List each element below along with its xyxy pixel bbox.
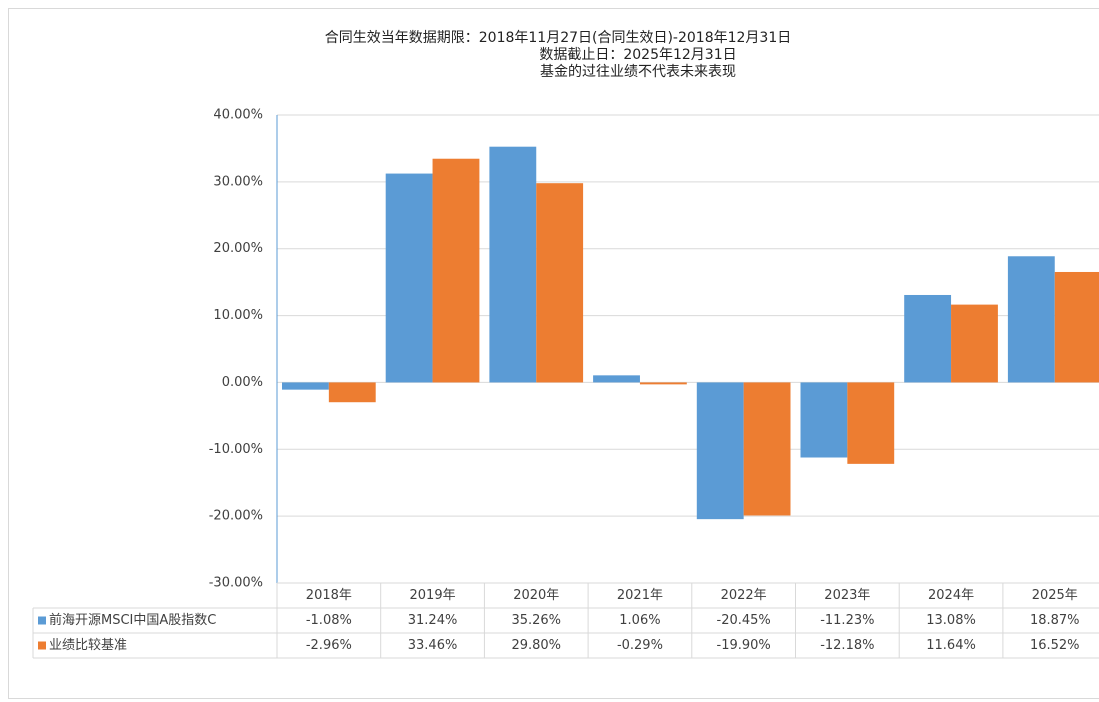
bar: [593, 375, 640, 383]
y-tick-label: 10.00%: [213, 308, 263, 323]
chart-frame: [8, 8, 1099, 699]
x-tick-label: 2025年: [1032, 588, 1078, 603]
x-tick-label: 2021年: [617, 588, 663, 603]
chart-title: 数据截止日：2025年12月31日: [539, 47, 736, 63]
bar: [951, 304, 998, 383]
y-tick-label: 0.00%: [222, 375, 263, 390]
x-tick-label: 2023年: [824, 588, 870, 603]
bar: [282, 382, 329, 390]
y-tick-label: 20.00%: [213, 241, 263, 256]
x-tick-label: 2020年: [513, 588, 559, 603]
y-tick-label: -30.00%: [209, 576, 263, 591]
bar: [904, 294, 952, 383]
table-value: -12.18%: [820, 638, 874, 653]
bar: [847, 382, 895, 464]
legend-label: 业绩比较基准: [49, 638, 127, 653]
bar: [1054, 271, 1099, 383]
bar: [1007, 256, 1055, 383]
table-value: 1.06%: [619, 613, 660, 628]
legend-label: 前海开源MSCI中国A股指数C: [49, 612, 216, 628]
bar: [432, 158, 480, 383]
chart-title: 合同生效当年数据期限：2018年11月27日(合同生效日)-2018年12月31…: [325, 30, 792, 46]
table-value: 33.46%: [408, 638, 458, 653]
chart-title: 基金的过往业绩不代表未来表现: [540, 63, 736, 80]
table-value: 29.80%: [511, 638, 561, 653]
legend-swatch: [38, 641, 46, 650]
bar: [328, 382, 376, 403]
table-value: -2.96%: [306, 638, 352, 653]
x-tick-label: 2018年: [306, 588, 352, 603]
table-value: -0.29%: [617, 638, 663, 653]
bar: [743, 382, 791, 516]
y-tick-label: -20.00%: [209, 509, 263, 524]
x-tick-label: 2024年: [928, 588, 974, 603]
bar: [696, 382, 744, 520]
table-value: 13.08%: [926, 613, 976, 628]
bar: [385, 173, 433, 383]
table-value: -19.90%: [717, 638, 771, 653]
table-value: 35.26%: [511, 613, 561, 628]
bar: [639, 382, 687, 385]
bar: [800, 382, 848, 458]
table-value: -11.23%: [820, 613, 874, 628]
table-value: -20.45%: [717, 613, 771, 628]
bar: [489, 146, 537, 383]
y-tick-label: 30.00%: [213, 174, 263, 189]
table-value: 31.24%: [408, 613, 458, 628]
y-tick-label: 40.00%: [213, 108, 263, 123]
legend-swatch: [38, 616, 46, 625]
x-tick-label: 2022年: [721, 588, 767, 603]
x-tick-label: 2019年: [410, 588, 456, 603]
table-value: 16.52%: [1030, 638, 1080, 653]
y-tick-label: -10.00%: [209, 442, 263, 457]
table-value: 11.64%: [926, 638, 976, 653]
bar: [536, 183, 584, 383]
table-value: -1.08%: [306, 613, 352, 628]
table-value: 18.87%: [1030, 613, 1080, 628]
